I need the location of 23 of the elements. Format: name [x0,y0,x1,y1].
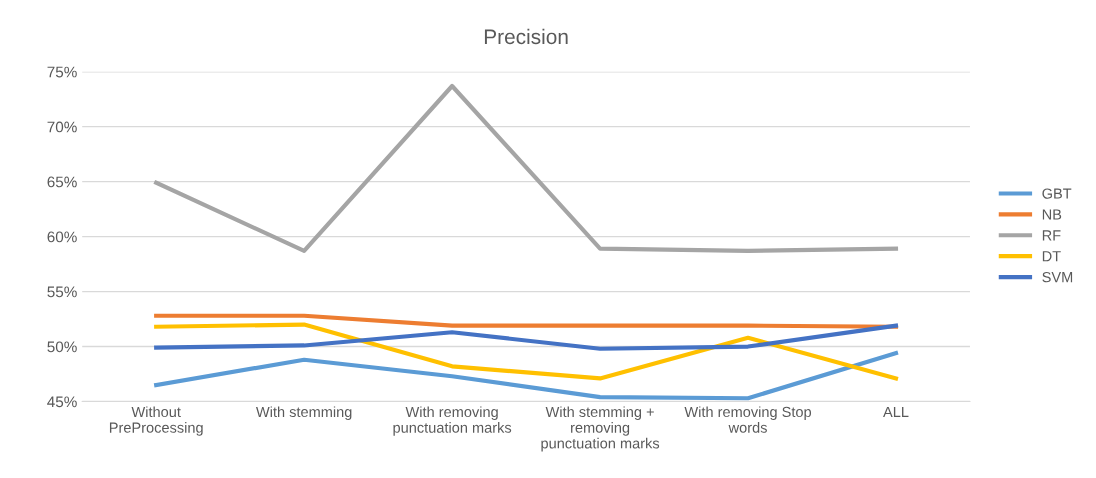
legend-label: DT [1042,251,1061,262]
x-tick-label: ALL [883,406,909,417]
y-tick-label: 65% [47,176,77,188]
chart-title: Precision [484,28,568,45]
legend-label: NB [1042,209,1062,220]
y-tick-label: 55% [47,286,77,298]
line-series [154,322,899,381]
y-tick-label: 50% [47,341,77,353]
legend-label: SVM [1042,271,1073,283]
y-tick-label: 75% [47,66,77,78]
x-tick-label: With stemming + removing punctuation marks [541,406,660,452]
x-tick-label: With removing punctuation marks [393,406,512,436]
line-series [154,83,899,253]
y-tick-label: 60% [47,231,77,243]
x-tick-label: Without PreProcessing [109,406,203,436]
x-tick-label: With stemming [255,406,352,420]
line-series [154,323,899,351]
x-tick-label: With removing Stop words [684,406,812,433]
y-tick-label: 70% [47,121,77,133]
legend-label: RF [1042,230,1061,241]
y-tick-label: 45% [47,396,77,408]
line-series [154,351,899,401]
legend-label: GBT [1042,188,1072,199]
